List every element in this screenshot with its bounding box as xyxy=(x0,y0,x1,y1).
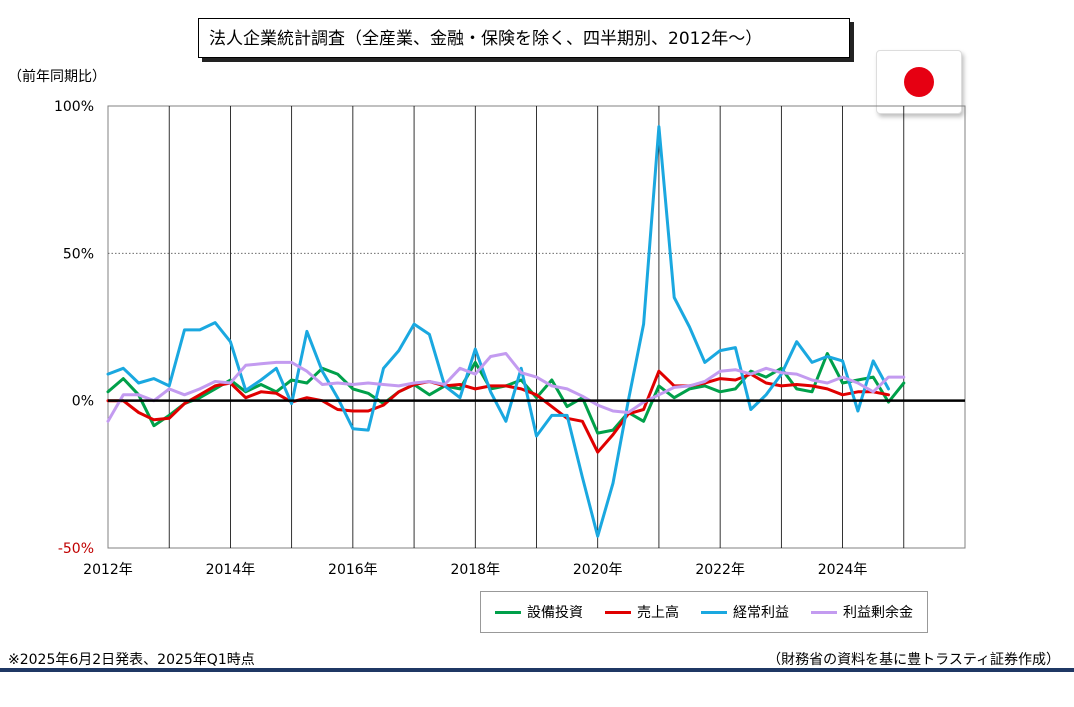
japan-flag xyxy=(876,50,962,114)
legend-swatch xyxy=(495,610,521,614)
legend-swatch xyxy=(701,610,727,614)
y-tick-label: 50% xyxy=(63,246,94,262)
x-tick-label: 2016年 xyxy=(328,562,378,578)
footnote: ※2025年6月2日発表、2025年Q1時点 xyxy=(8,652,255,668)
y-tick-label: 0% xyxy=(72,394,94,410)
x-tick-label: 2012年 xyxy=(83,562,133,578)
x-tick-label: 2020年 xyxy=(573,562,623,578)
legend-item-1: 設備投資 xyxy=(495,602,583,622)
legend-label: 売上高 xyxy=(637,605,679,621)
series-line-2 xyxy=(106,369,890,454)
legend-label: 設備投資 xyxy=(527,605,583,621)
x-tick-label: 2022年 xyxy=(695,562,745,578)
chart-legend: 設備投資 売上高 経常利益 利益剰余金 xyxy=(480,591,928,633)
source-note: （財務省の資料を基に豊トラスティ証券作成） xyxy=(767,652,1060,668)
chart-title: 法人企業統計調査（全産業、金融・保険を除く、四半期別、2012年～） xyxy=(198,18,850,58)
y-axis-unit-label: （前年同期比） xyxy=(8,69,106,85)
legend-label: 利益剰余金 xyxy=(843,605,913,621)
legend-swatch xyxy=(811,610,837,614)
x-tick-label: 2024年 xyxy=(818,562,868,578)
legend-label: 経常利益 xyxy=(733,605,789,621)
y-tick-label: 100% xyxy=(54,99,94,115)
bottom-rule xyxy=(0,668,1074,672)
legend-item-3: 経常利益 xyxy=(701,602,789,622)
legend-item-2: 売上高 xyxy=(605,602,679,622)
x-tick-label: 2014年 xyxy=(206,562,256,578)
y-tick-label: -50% xyxy=(58,541,94,557)
series-line-4 xyxy=(106,352,906,423)
x-tick-label: 2018年 xyxy=(450,562,500,578)
legend-item-4: 利益剰余金 xyxy=(811,602,913,622)
legend-swatch xyxy=(605,610,631,614)
flag-sun-icon xyxy=(904,67,934,97)
series-line-3 xyxy=(106,125,890,538)
